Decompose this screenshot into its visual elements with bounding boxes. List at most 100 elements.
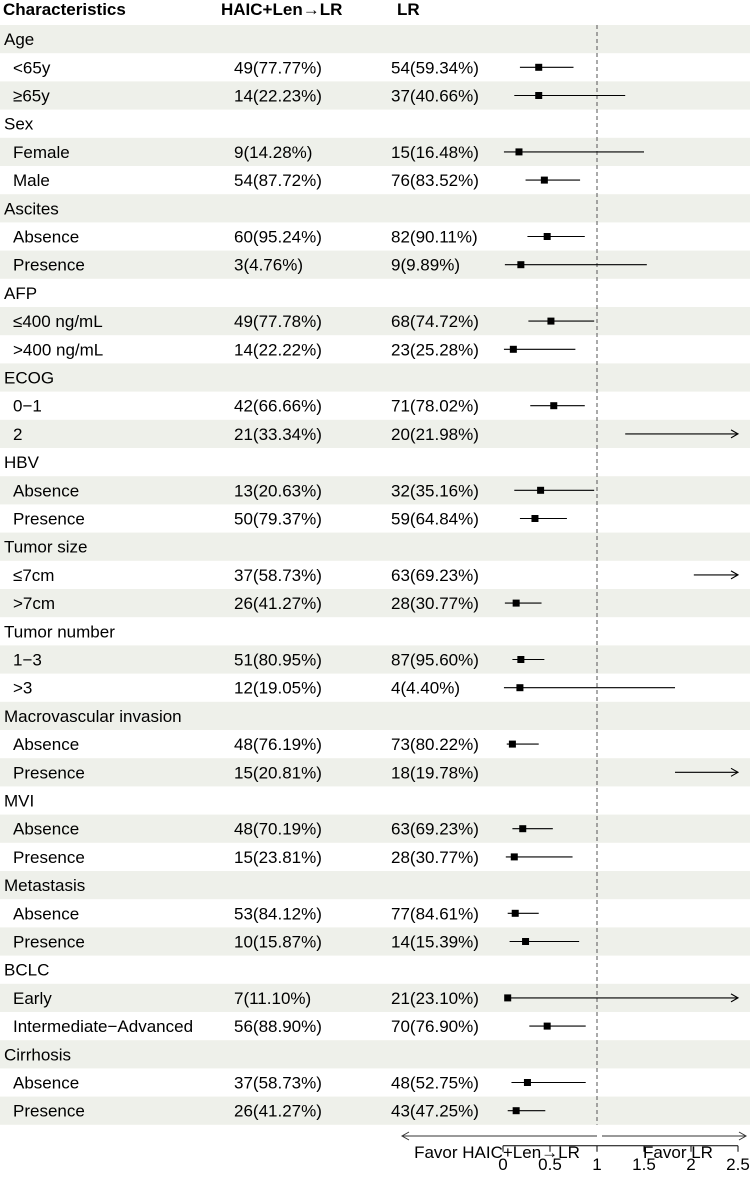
group2-count: 70(76.90%) — [391, 1017, 479, 1036]
row-band — [0, 758, 750, 787]
group1-count: 14(22.23%) — [234, 87, 322, 106]
group-header-label: HBV — [4, 453, 40, 472]
group2-count: 23(25.28%) — [391, 340, 479, 359]
ci-arrowhead — [730, 993, 740, 1003]
point-estimate — [550, 402, 558, 410]
group1-count: 12(19.05%) — [234, 679, 322, 698]
point-estimate — [543, 1022, 551, 1030]
row-band — [0, 645, 750, 674]
point-estimate — [531, 515, 539, 522]
row-band — [0, 81, 750, 110]
point-estimate — [540, 176, 548, 184]
subgroup-label: Early — [13, 989, 52, 1008]
group2-count: 59(64.84%) — [391, 510, 479, 529]
header-group2: LR — [397, 0, 420, 19]
estimate-marks-layer — [503, 63, 740, 1115]
point-estimate — [512, 1107, 520, 1115]
subgroup-label: 2 — [13, 425, 22, 444]
group1-count: 26(41.27%) — [234, 594, 322, 613]
group2-count: 43(47.25%) — [391, 1102, 479, 1121]
group2-count: 20(21.98%) — [391, 425, 479, 444]
group2-count: 54(59.34%) — [391, 58, 479, 77]
row-band — [0, 194, 750, 223]
favor-labels: Favor HAIC+Len→LR Favor LR — [400, 1131, 748, 1162]
row-band — [0, 871, 750, 900]
group1-count: 10(15.87%) — [234, 933, 322, 952]
point-estimate — [510, 853, 518, 861]
group-header-label: Ascites — [4, 199, 59, 218]
subgroup-label: Absence — [13, 820, 79, 839]
group2-count: 32(35.16%) — [391, 481, 479, 500]
row-band — [0, 589, 750, 618]
subgroup-label: Absence — [13, 1074, 79, 1093]
group1-count: 3(4.76%) — [234, 256, 303, 275]
x-tick-label: 1 — [592, 1155, 601, 1174]
row-band — [0, 532, 750, 561]
row-text-layer: Age <65y 49(77.77%) 54(59.34%) ≥65y 14(22.23%… — [4, 30, 479, 1121]
favor-right-label: Favor LR — [643, 1143, 713, 1162]
subgroup-label: >3 — [13, 679, 32, 698]
group2-count: 87(95.60%) — [391, 651, 479, 670]
group2-count: 73(80.22%) — [391, 735, 479, 754]
group2-count: 63(69.23%) — [391, 566, 479, 585]
group1-count: 50(79.37%) — [234, 510, 322, 529]
subgroup-label: ≤400 ng/mL — [13, 312, 103, 331]
group1-count: 7(11.10%) — [234, 989, 311, 1008]
subgroup-label: 0−1 — [13, 397, 42, 416]
group-header-label: ECOG — [4, 369, 54, 388]
group1-count: 48(76.19%) — [234, 735, 322, 754]
group1-count: 49(77.78%) — [234, 312, 322, 331]
group1-count: 56(88.90%) — [234, 1017, 322, 1036]
group-header-label: BCLC — [4, 961, 49, 980]
point-estimate — [517, 261, 525, 269]
group-header-label: Metastasis — [4, 876, 85, 895]
group1-count: 54(87.72%) — [234, 171, 322, 190]
subgroup-label: Male — [13, 171, 50, 190]
x-tick-label: 1.5 — [632, 1155, 656, 1174]
point-estimate — [504, 994, 512, 1002]
group2-count: 77(84.61%) — [391, 904, 479, 923]
point-estimate — [511, 909, 519, 917]
row-band — [0, 419, 750, 448]
group-header-label: Age — [4, 30, 34, 49]
group2-count: 18(19.78%) — [391, 763, 479, 782]
subgroup-label: Presence — [13, 848, 85, 867]
group2-count: 63(69.23%) — [391, 820, 479, 839]
row-band — [0, 307, 750, 336]
group1-count: 51(80.95%) — [234, 651, 322, 670]
x-tick-label: 2 — [686, 1155, 695, 1174]
group1-count: 49(77.77%) — [234, 58, 322, 77]
group2-count: 68(74.72%) — [391, 312, 479, 331]
point-estimate — [535, 92, 543, 99]
group-header-label: Tumor number — [4, 622, 115, 641]
point-estimate — [537, 486, 545, 494]
subgroup-label: >400 ng/mL — [13, 340, 103, 359]
point-estimate — [535, 63, 543, 71]
point-estimate — [519, 825, 527, 833]
group1-count: 9(14.28%) — [234, 143, 312, 162]
subgroup-label: ≥65y — [13, 87, 50, 106]
point-estimate — [517, 656, 525, 663]
subgroup-label: Presence — [13, 510, 85, 529]
point-estimate — [512, 599, 520, 607]
subgroup-label: Female — [13, 143, 70, 162]
row-band — [0, 476, 750, 505]
group1-count: 60(95.24%) — [234, 228, 322, 247]
point-estimate — [516, 684, 524, 692]
subgroup-label: Intermediate−Advanced — [13, 1017, 193, 1036]
favor-left-arrowhead — [400, 1131, 410, 1141]
subgroup-label: Absence — [13, 228, 79, 247]
subgroup-label: ≤7cm — [13, 566, 54, 585]
group-header-label: Tumor size — [4, 538, 87, 557]
row-band — [0, 927, 750, 956]
group2-count: 4(4.40%) — [391, 679, 460, 698]
ci-arrowhead — [730, 570, 740, 580]
ci-arrowhead — [730, 767, 740, 777]
subgroup-label: 1−3 — [13, 651, 42, 670]
subgroup-label: Presence — [13, 933, 85, 952]
favor-left-label: Favor HAIC+Len→LR — [414, 1143, 580, 1162]
group-header-label: MVI — [4, 792, 34, 811]
group2-count: 28(30.77%) — [391, 848, 479, 867]
group1-count: 37(58.73%) — [234, 566, 322, 585]
